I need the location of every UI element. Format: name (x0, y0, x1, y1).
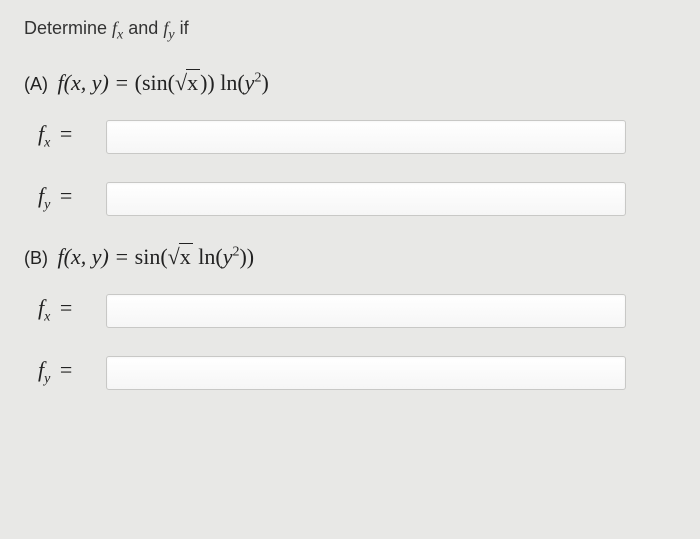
part-b-math: f(x, y) = sin(x ln(y2)) (58, 244, 255, 269)
part-a-fx-row: fx = (24, 120, 676, 154)
question-prompt: Determine fx and fy if (24, 18, 676, 44)
fy-lhs-b: fy = (38, 357, 106, 387)
part-a-fy-input[interactable] (106, 182, 626, 216)
prompt-pre: Determine (24, 18, 112, 38)
fx-symbol: fx (112, 18, 123, 38)
fx-lhs: fx = (38, 121, 106, 151)
fy-lhs: fy = (38, 183, 106, 213)
prompt-mid: and (128, 18, 163, 38)
part-b-fx-input[interactable] (106, 294, 626, 328)
part-b-fy-input[interactable] (106, 356, 626, 390)
part-a-label: (A) (24, 74, 48, 94)
fy-symbol: fy (163, 18, 174, 38)
prompt-post: if (180, 18, 189, 38)
part-b-fy-row: fy = (24, 356, 676, 390)
part-b-expression: (B) f(x, y) = sin(x ln(y2)) (24, 244, 676, 270)
part-a-expression: (A) f(x, y) = (sin(x)) ln(y2) (24, 70, 676, 96)
part-a-fy-row: fy = (24, 182, 676, 216)
part-a-math: f(x, y) = (sin(x)) ln(y2) (58, 70, 269, 95)
part-b-fx-row: fx = (24, 294, 676, 328)
part-a-fx-input[interactable] (106, 120, 626, 154)
fx-lhs-b: fx = (38, 295, 106, 325)
part-b-label: (B) (24, 248, 48, 268)
